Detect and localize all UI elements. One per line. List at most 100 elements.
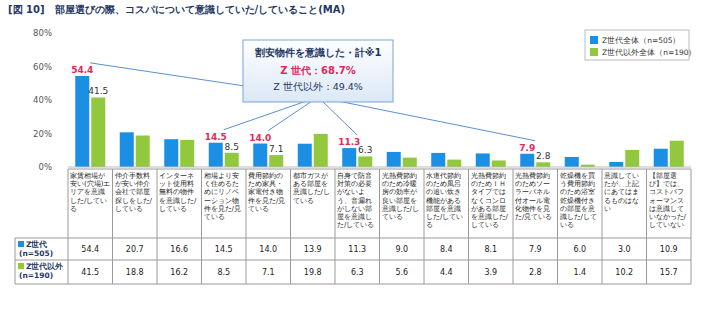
table-value: 18.8 <box>126 268 144 277</box>
table-value: 11.3 <box>348 245 366 254</box>
table-rule <box>68 169 69 284</box>
tick-mark <box>65 133 68 134</box>
tick-mark <box>65 33 68 34</box>
tick-mark <box>65 100 68 101</box>
table-rule <box>201 169 202 284</box>
callout-box <box>243 40 393 102</box>
category-label: 家賃相場が安い(穴場)エリアを意識した/している <box>70 172 111 213</box>
table-value: 19.8 <box>304 268 322 277</box>
category-label: 光熱費節約のためＩＨタイプではなくコンロがある部屋を意識した/している <box>471 172 512 229</box>
bar <box>387 152 401 167</box>
table-rule <box>335 169 336 284</box>
callout-title: 割安物件を意識した・計※1 <box>254 47 382 58</box>
table-value: 4.4 <box>440 268 453 277</box>
row-label: Z世代(n=505) <box>19 240 53 258</box>
bar <box>342 148 356 167</box>
bar <box>298 144 312 167</box>
title: [図 10] 部屋選びの際、コスパについて意識していた/していること(MA) <box>8 4 345 15</box>
table-value: 14.5 <box>215 245 233 254</box>
table-rule <box>468 169 469 284</box>
bar <box>536 162 550 167</box>
data-label: 7.1 <box>269 144 283 154</box>
leader-line <box>318 97 357 135</box>
y-tick-label: 60% <box>33 62 52 72</box>
category-label: 意識していたが、上記にあてはまるものはない <box>604 172 645 213</box>
bar <box>209 143 223 167</box>
table-rule <box>112 169 113 284</box>
category-label: 乾燥機を買う費用節約のため浴室乾燥機付きの部屋を意識した/している <box>560 172 601 229</box>
data-label: 2.8 <box>536 151 551 161</box>
table-value: 9.0 <box>395 245 408 254</box>
table-value: 8.5 <box>217 268 230 277</box>
table-value: 16.2 <box>170 268 188 277</box>
y-tick-label: 80% <box>33 28 52 38</box>
category-label: 自身で防音対策の必要がないよう、音漏れがしない部屋を意識した/している <box>337 172 378 229</box>
callout-line: Z 世代：68.7% <box>280 65 355 76</box>
bar <box>520 154 534 167</box>
bar <box>565 157 579 167</box>
row-label-part: Z世代以外 <box>26 262 64 271</box>
table-value: 5.6 <box>395 268 408 277</box>
bar <box>120 132 134 167</box>
data-label: 14.5 <box>205 132 227 142</box>
table-value: 10.2 <box>615 268 633 277</box>
table-value: 8.4 <box>440 245 453 254</box>
data-label: 7.9 <box>519 143 535 153</box>
legend-swatch <box>590 36 598 44</box>
category-label: 都市ガスがある部屋を意識した/している <box>293 172 334 205</box>
legend-swatch <box>590 48 598 56</box>
bar <box>447 160 461 167</box>
data-label: 14.0 <box>249 133 271 143</box>
callout-line: Z 世代以外：49.4% <box>273 81 363 92</box>
table-value: 8.1 <box>484 245 497 254</box>
chart-svg: [図 10] 部屋選びの際、コスパについて意識していた/していること(MA)0%… <box>0 0 703 314</box>
table-rule <box>157 169 158 284</box>
bar <box>654 149 668 167</box>
bar <box>625 150 639 167</box>
legend-label: Z世代全体（n=505） <box>602 36 681 45</box>
bar <box>164 139 178 167</box>
table-value: 7.1 <box>262 268 275 277</box>
table-value: 16.6 <box>170 245 188 254</box>
bar <box>180 140 194 167</box>
data-label: 6.3 <box>358 145 372 155</box>
table-value: 13.9 <box>304 245 322 254</box>
table-rule <box>15 260 691 261</box>
row-swatch <box>18 241 24 247</box>
bar <box>253 144 267 167</box>
table-value: 3.0 <box>618 245 631 254</box>
row-swatch <box>18 263 24 269</box>
table-rule <box>290 169 291 284</box>
table-rule <box>15 284 691 285</box>
row-label: Z世代以外(n=190) <box>19 262 64 280</box>
bar <box>314 134 328 167</box>
category-label: 相場より安く住めるためにリノベーション物件を見た/見ている <box>204 172 245 221</box>
table-value: 7.9 <box>529 245 542 254</box>
bar <box>358 156 372 167</box>
table-rule <box>646 169 647 284</box>
category-label: 光熱費節約のためソーラーパネル付オール電化物件を見た/見ている <box>515 172 556 221</box>
bar <box>609 162 623 167</box>
row-label-part: (n=505) <box>19 249 53 258</box>
table-value: 1.4 <box>573 268 586 277</box>
data-label: 54.4 <box>71 65 93 75</box>
bar <box>431 153 445 167</box>
table-rule <box>557 169 558 284</box>
legend-label: Z世代以外全体（n=190） <box>602 48 697 57</box>
table-rule <box>424 169 425 284</box>
category-label: 仲介手数料が安い仲介会社で部屋探しをした/している <box>115 172 156 213</box>
bar <box>403 158 417 167</box>
category-label: 水道代節約のため風呂の追い炊き機能がある部屋を意識した/している <box>426 172 467 229</box>
data-label: 11.3 <box>338 137 360 147</box>
bar <box>492 160 506 167</box>
chart-root: [図 10] 部屋選びの際、コスパについて意識していた/していること(MA)0%… <box>0 0 703 314</box>
table-rule <box>379 169 380 284</box>
table-rule <box>246 169 247 284</box>
table-rule <box>691 169 692 284</box>
baseline <box>68 167 691 168</box>
bar <box>476 153 490 167</box>
data-label: 8.5 <box>225 142 239 152</box>
table-value: 14.0 <box>259 245 277 254</box>
table-value: 41.5 <box>81 268 99 277</box>
leader-line <box>318 97 535 141</box>
